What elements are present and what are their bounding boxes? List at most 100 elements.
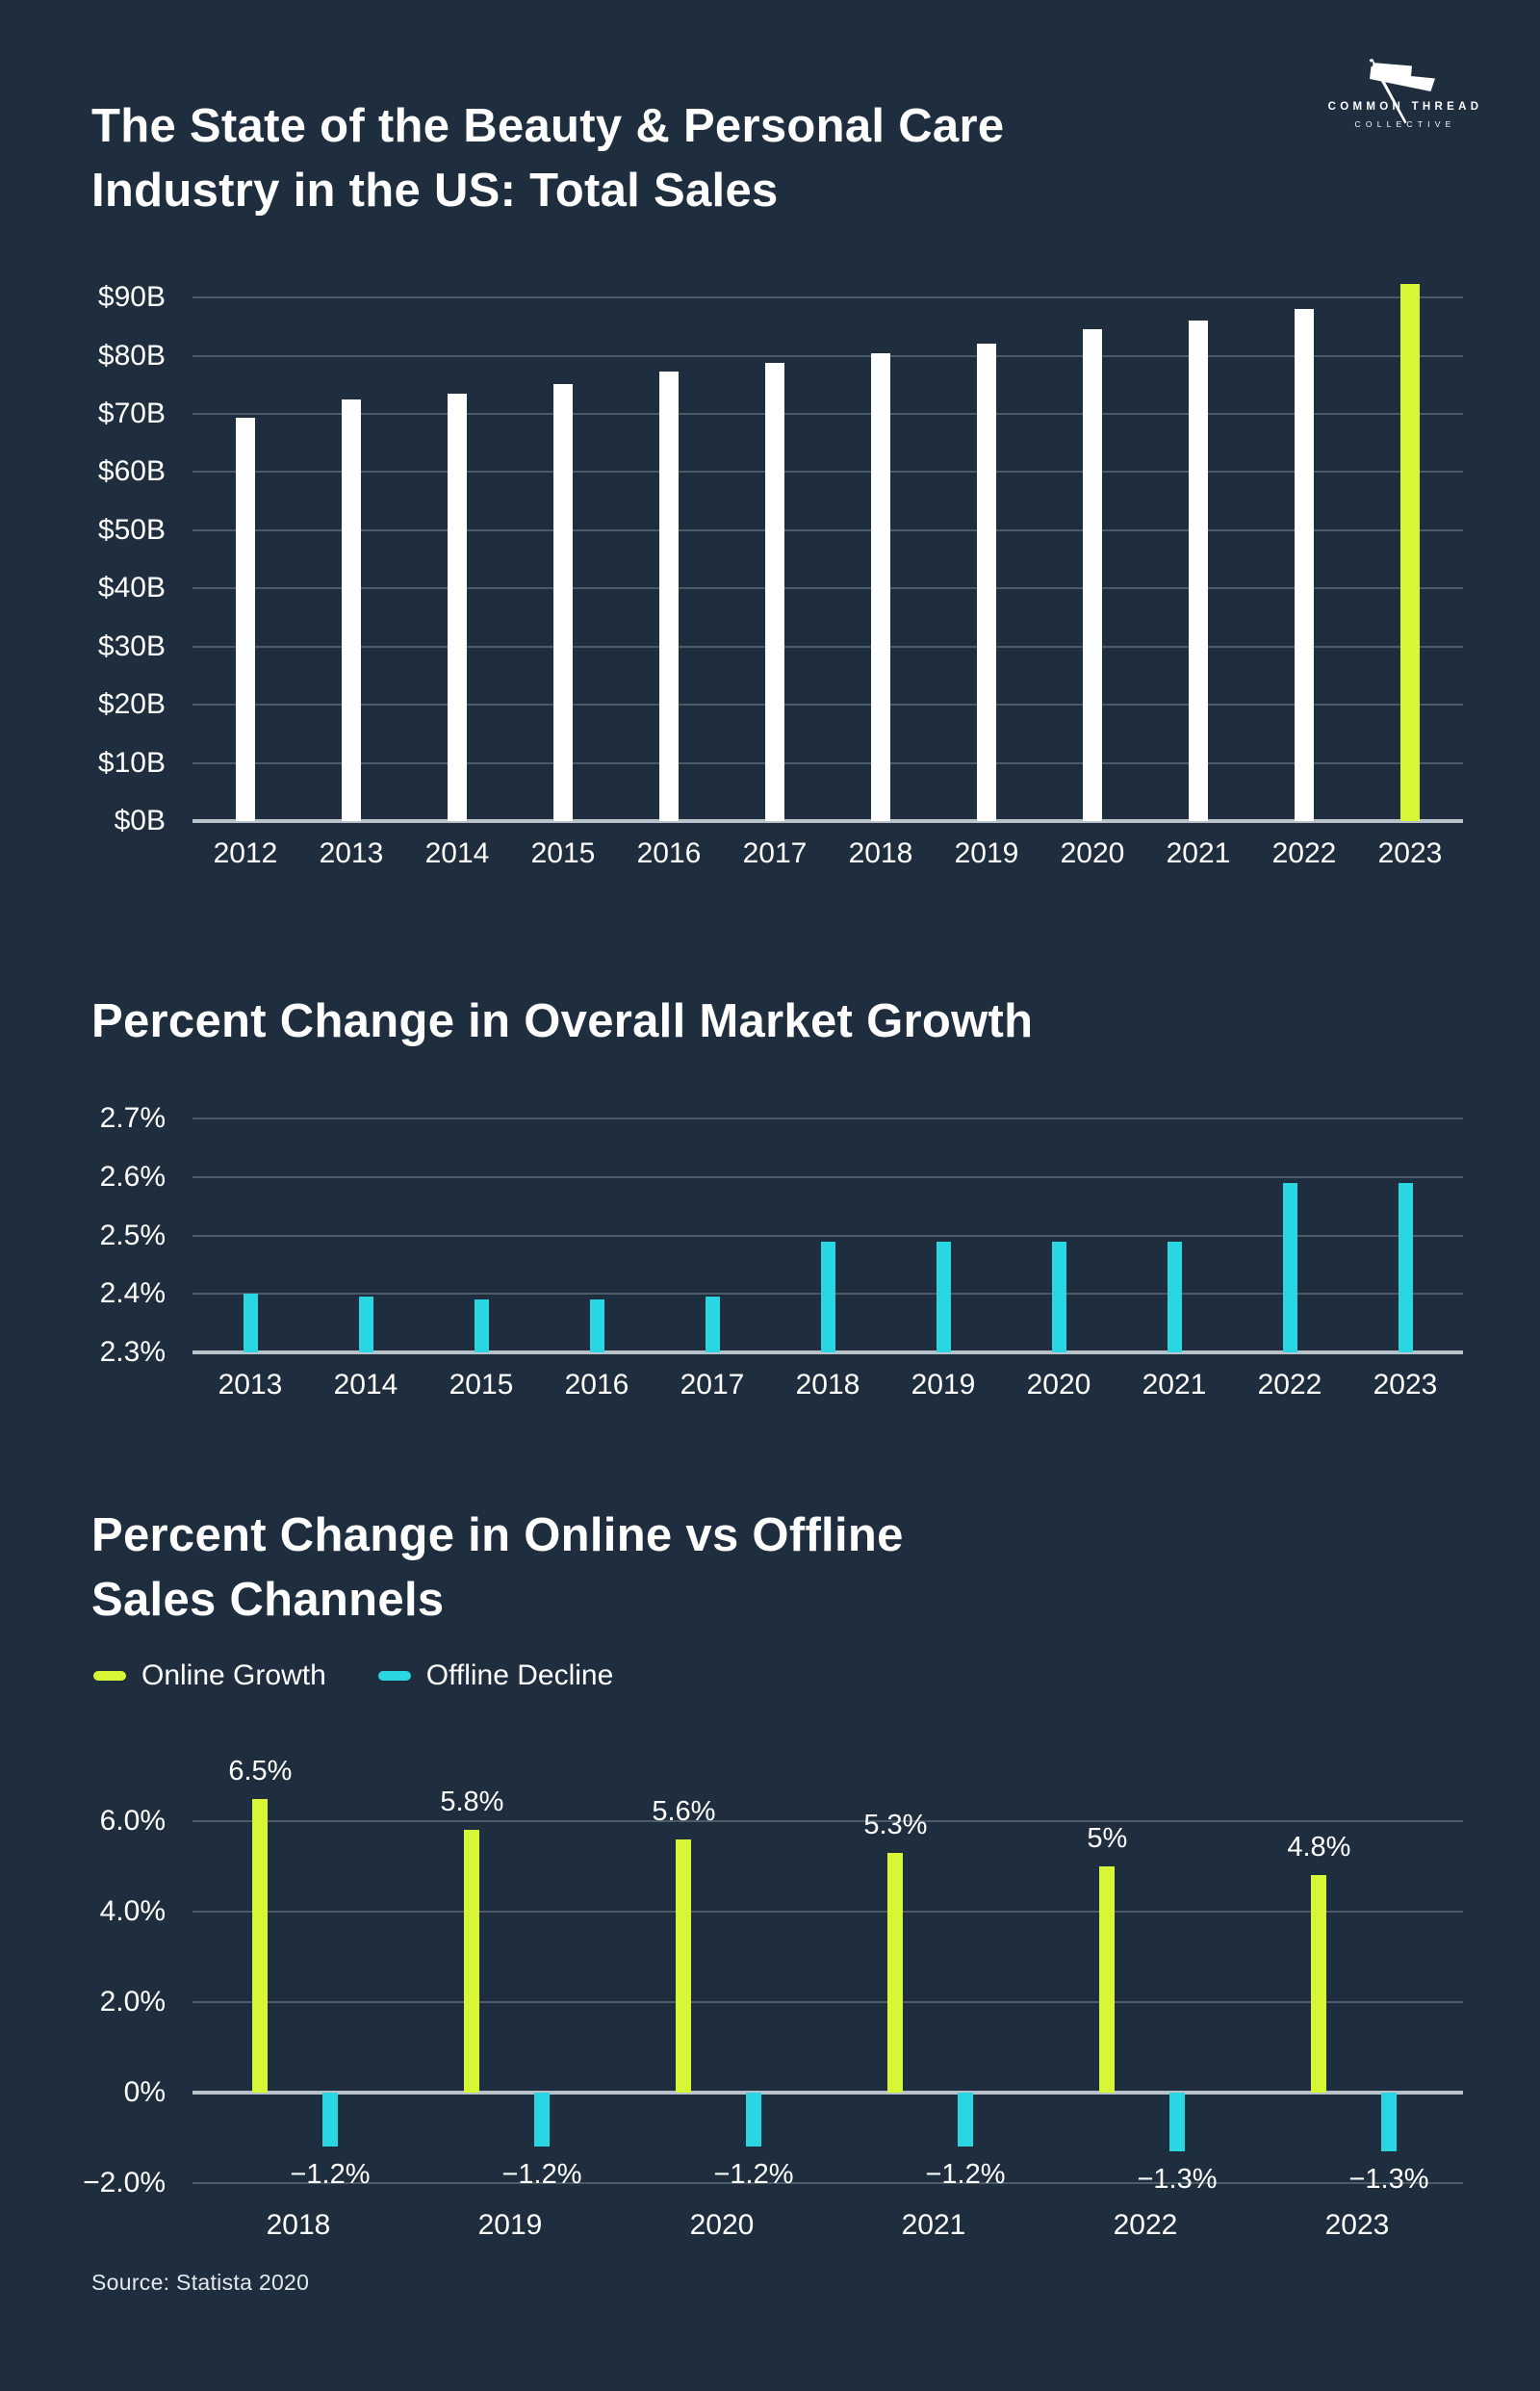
y-tick-label: $60B (97, 455, 166, 488)
bar-2016 (659, 372, 679, 821)
online-value-label: 5.6% (652, 1795, 716, 1827)
x-axis-labels: 2013 2014 2015 2016 2017 2018 2019 2020 2021 2022… (192, 1368, 1463, 1402)
offline-value-label: −1.3% (1348, 2164, 1429, 2196)
legend-item-offline-decline: Offline Decline (377, 1659, 614, 1692)
y-tick-label: $90B (97, 281, 166, 314)
gridline (192, 471, 1463, 474)
bar-2014 (358, 1297, 373, 1352)
logo-text-line2: COLLECTIVE (1355, 119, 1456, 129)
y-axis-labels: 6.0% 4.0% 2.0% 0% −2.0% (0, 1776, 166, 2198)
offline-decline-bar (1169, 2093, 1185, 2152)
gridline (192, 296, 1463, 299)
x-tick-label: 2016 (564, 1369, 629, 1401)
online-offline-title-line2: Sales Channels (91, 1574, 445, 1626)
x-tick-label: 2015 (449, 1369, 514, 1401)
bar-2023 (1400, 284, 1420, 821)
x-tick-label: 2019 (911, 1369, 976, 1401)
bar-2022 (1295, 308, 1314, 821)
bar-2023 (1398, 1182, 1413, 1352)
plot-area (192, 1107, 1463, 1354)
plot-area (192, 280, 1463, 823)
needle-eye (1371, 61, 1373, 67)
market-growth-title: Percent Change in Overall Market Growth (91, 995, 1034, 1047)
axis-line (192, 1350, 1463, 1354)
bar-2013 (342, 399, 361, 821)
y-tick-label: $50B (97, 513, 166, 546)
bar-2019 (936, 1241, 951, 1352)
y-tick-label: 6.0% (99, 1805, 166, 1837)
y-axis-labels: $90B $80B $70B $60B $50B $40B $30B $20B $10B $0B (0, 280, 166, 836)
x-tick-label: 2022 (1271, 837, 1337, 869)
chart-market-growth: 2.7% 2.6% 2.5% 2.4% 2.3% 2013 2014 2015 2016 201… (0, 1102, 1540, 1434)
ctc-logo: COMMON THREAD COLLECTIVE (1290, 48, 1521, 144)
gridline (192, 1118, 1463, 1120)
gridline (192, 645, 1463, 648)
y-tick-label: $70B (97, 397, 166, 429)
page-title: The State of the Beauty & Personal Care I… (91, 94, 1004, 223)
gridline (192, 1911, 1463, 1913)
bar-2018 (820, 1241, 835, 1352)
gridline (192, 528, 1463, 531)
y-tick-label: 2.6% (99, 1160, 166, 1193)
axis-line (192, 2091, 1463, 2095)
gridline (192, 2182, 1463, 2184)
y-tick-label: 2.0% (99, 1986, 166, 2018)
offline-decline-bar (322, 2093, 338, 2147)
chart-online-vs-offline: 6.5% −1.2% 5.8% −1.2% 5.6% −1.2% 5.3% −1.2% 5% −1… (0, 1756, 1540, 2276)
offline-value-label: −1.2% (925, 2159, 1006, 2191)
x-tick-label: 2020 (1026, 1369, 1091, 1401)
online-growth-bar (1311, 1875, 1327, 2093)
offline-decline-bar (1381, 2093, 1397, 2152)
x-tick-label: 2021 (901, 2209, 966, 2241)
axis-line (192, 819, 1463, 823)
x-axis-labels: 2018 2019 2020 2021 2022 2023 (192, 2208, 1463, 2243)
offline-value-label: −1.2% (290, 2159, 371, 2191)
x-tick-label: 2013 (319, 837, 384, 869)
gridline (192, 761, 1463, 764)
bar-2017 (765, 363, 784, 821)
x-tick-label: 2015 (530, 837, 596, 869)
x-tick-label: 2014 (333, 1369, 398, 1401)
gridline (192, 1234, 1463, 1237)
chart-total-sales: $90B $80B $70B $60B $50B $40B $30B $20B $10B $0B … (0, 280, 1540, 906)
offline-value-label: −1.2% (501, 2159, 582, 2191)
online-value-label: 5.8% (440, 1787, 504, 1818)
flag-shape (1370, 63, 1435, 91)
x-tick-label: 2019 (477, 2209, 543, 2241)
online-offline-title-line1: Percent Change in Online vs Offline (91, 1509, 904, 1561)
legend-label-online-growth: Online Growth (141, 1659, 326, 1691)
x-tick-label: 2023 (1373, 1369, 1438, 1401)
bar-2013 (243, 1294, 258, 1352)
bar-2021 (1167, 1241, 1182, 1352)
x-tick-label: 2023 (1324, 2209, 1390, 2241)
offline-decline-swatch-icon (377, 1671, 411, 1681)
online-growth-bar (887, 1852, 904, 2093)
offline-decline-bar (534, 2093, 550, 2147)
gridline (192, 704, 1463, 707)
needle-flag-icon: COMMON THREAD COLLECTIVE (1328, 59, 1478, 129)
y-tick-label: 2.7% (99, 1102, 166, 1135)
offline-decline-bar (746, 2093, 761, 2147)
x-tick-label: 2022 (1113, 2209, 1178, 2241)
x-tick-label: 2017 (742, 837, 808, 869)
y-axis-labels: 2.7% 2.6% 2.5% 2.4% 2.3% (0, 1102, 166, 1368)
bar-2018 (871, 352, 890, 821)
x-tick-label: 2012 (213, 837, 278, 869)
bar-2015 (474, 1299, 489, 1352)
bar-2017 (705, 1297, 720, 1352)
bar-2020 (1083, 329, 1102, 821)
gridline (192, 1175, 1463, 1178)
gridline (192, 354, 1463, 357)
page-title-line1: The State of the Beauty & Personal Care (91, 100, 1005, 152)
legend-label-offline-decline: Offline Decline (425, 1659, 614, 1691)
x-tick-label: 2019 (954, 837, 1019, 869)
y-tick-label: $40B (97, 572, 166, 604)
x-tick-label: 2021 (1166, 837, 1231, 869)
y-tick-label: 2.4% (99, 1277, 166, 1310)
y-tick-label: 4.0% (99, 1895, 166, 1927)
bar-2014 (448, 393, 467, 821)
bar-2015 (553, 383, 573, 821)
online-growth-bar (676, 1838, 692, 2093)
bar-2019 (977, 343, 996, 821)
gridline (192, 1820, 1463, 1822)
